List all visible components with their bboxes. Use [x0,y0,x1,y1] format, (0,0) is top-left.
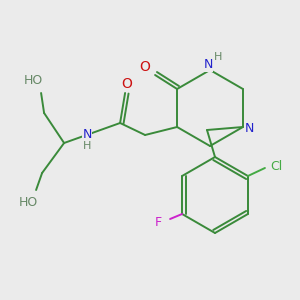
Text: F: F [154,215,162,229]
Text: HO: HO [23,74,43,88]
Text: N: N [245,122,255,136]
Text: HO: HO [19,196,38,208]
Text: Cl: Cl [270,160,282,172]
Text: O: O [122,77,133,91]
Text: N: N [82,128,92,142]
Text: O: O [140,60,151,74]
Text: H: H [214,52,222,62]
Text: H: H [83,141,91,151]
Text: N: N [203,58,213,71]
